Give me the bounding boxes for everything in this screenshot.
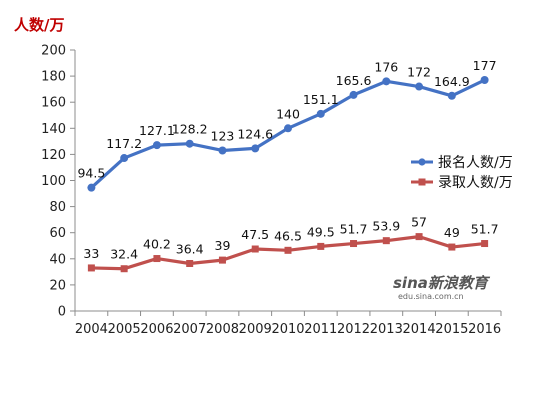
legend-marker	[418, 178, 426, 186]
data-label: 176	[374, 59, 398, 74]
data-label: 51.7	[471, 222, 499, 237]
legend-marker	[418, 158, 426, 166]
x-tick-label: 2014	[403, 322, 436, 337]
y-tick-label: 80	[49, 200, 66, 215]
y-tick-label: 160	[41, 96, 66, 111]
data-point	[415, 82, 424, 91]
x-tick-label: 2015	[435, 322, 468, 337]
data-point	[317, 242, 325, 250]
data-label: 47.5	[241, 227, 269, 242]
x-tick-label: 2011	[304, 322, 337, 337]
watermark-url: edu.sina.com.cn	[398, 292, 464, 301]
watermark-logo: sina新浪教育	[393, 274, 491, 292]
x-tick-label: 2016	[468, 322, 501, 337]
data-label: 140	[276, 106, 300, 121]
data-label: 172	[407, 65, 431, 80]
y-tick-label: 200	[41, 44, 66, 59]
y-tick-label: 120	[41, 148, 66, 163]
data-point	[185, 139, 194, 148]
data-point	[349, 90, 358, 99]
data-point	[87, 264, 95, 272]
y-tick-label: 0	[58, 305, 66, 320]
data-label: 128.2	[172, 122, 208, 137]
y-tick-label: 140	[41, 122, 66, 137]
data-point	[153, 255, 161, 263]
data-label: 123	[211, 128, 235, 143]
data-label: 164.9	[434, 74, 470, 89]
data-label: 53.9	[372, 219, 400, 234]
data-label: 151.1	[303, 92, 339, 107]
data-point	[382, 77, 391, 86]
series-layer	[87, 76, 489, 273]
y-tick-label: 40	[49, 252, 66, 267]
data-label: 33	[83, 246, 99, 261]
data-point	[284, 124, 292, 133]
data-label: 46.5	[274, 228, 302, 243]
x-tick-label: 2005	[108, 322, 141, 337]
x-tick-label: 2013	[370, 322, 403, 337]
data-label: 51.7	[340, 222, 368, 237]
data-point	[447, 91, 456, 100]
data-point	[87, 183, 96, 192]
data-point	[218, 146, 227, 155]
x-tick-label: 2006	[140, 322, 173, 337]
data-point	[480, 76, 489, 85]
data-point	[448, 243, 456, 251]
data-point	[481, 240, 489, 248]
data-point	[218, 256, 226, 264]
data-point	[284, 246, 292, 254]
data-label: 36.4	[176, 241, 204, 256]
data-label: 57	[411, 215, 427, 230]
y-tick-label: 100	[41, 174, 66, 189]
data-point	[186, 259, 194, 267]
x-tick-label: 2008	[206, 322, 239, 337]
data-label: 165.6	[336, 73, 372, 88]
data-label: 32.4	[110, 247, 138, 262]
data-label: 94.5	[77, 166, 105, 181]
data-label: 39	[215, 238, 231, 253]
y-tick-label: 20	[49, 278, 66, 293]
data-point	[350, 240, 358, 248]
data-label: 49.5	[307, 224, 335, 239]
y-tick-label: 180	[41, 70, 66, 85]
x-tick-label: 2007	[173, 322, 206, 337]
data-point	[316, 109, 325, 118]
data-label: 127.1	[139, 123, 175, 138]
data-point	[152, 141, 161, 150]
data-label: 177	[473, 58, 497, 73]
data-point	[415, 233, 423, 241]
data-label: 49	[444, 225, 460, 240]
x-tick-label: 2004	[75, 322, 108, 337]
x-tick-label: 2009	[239, 322, 272, 337]
sina-watermark: sina新浪教育 edu.sina.com.cn	[393, 274, 491, 301]
data-point	[251, 245, 259, 253]
legend-label: 录取人数/万	[438, 175, 513, 191]
data-label: 117.2	[106, 136, 142, 151]
x-tick-label: 2010	[271, 322, 304, 337]
y-tick-label: 60	[49, 226, 66, 241]
legend-label: 报名人数/万	[438, 155, 513, 171]
data-label: 40.2	[143, 237, 171, 252]
data-point	[382, 237, 390, 245]
x-tick-label: 2012	[337, 322, 370, 337]
data-point	[120, 265, 128, 273]
y-unit-label: 人数/万	[14, 16, 64, 34]
data-point	[251, 144, 260, 153]
data-point	[120, 154, 129, 163]
data-label: 124.6	[237, 126, 273, 141]
